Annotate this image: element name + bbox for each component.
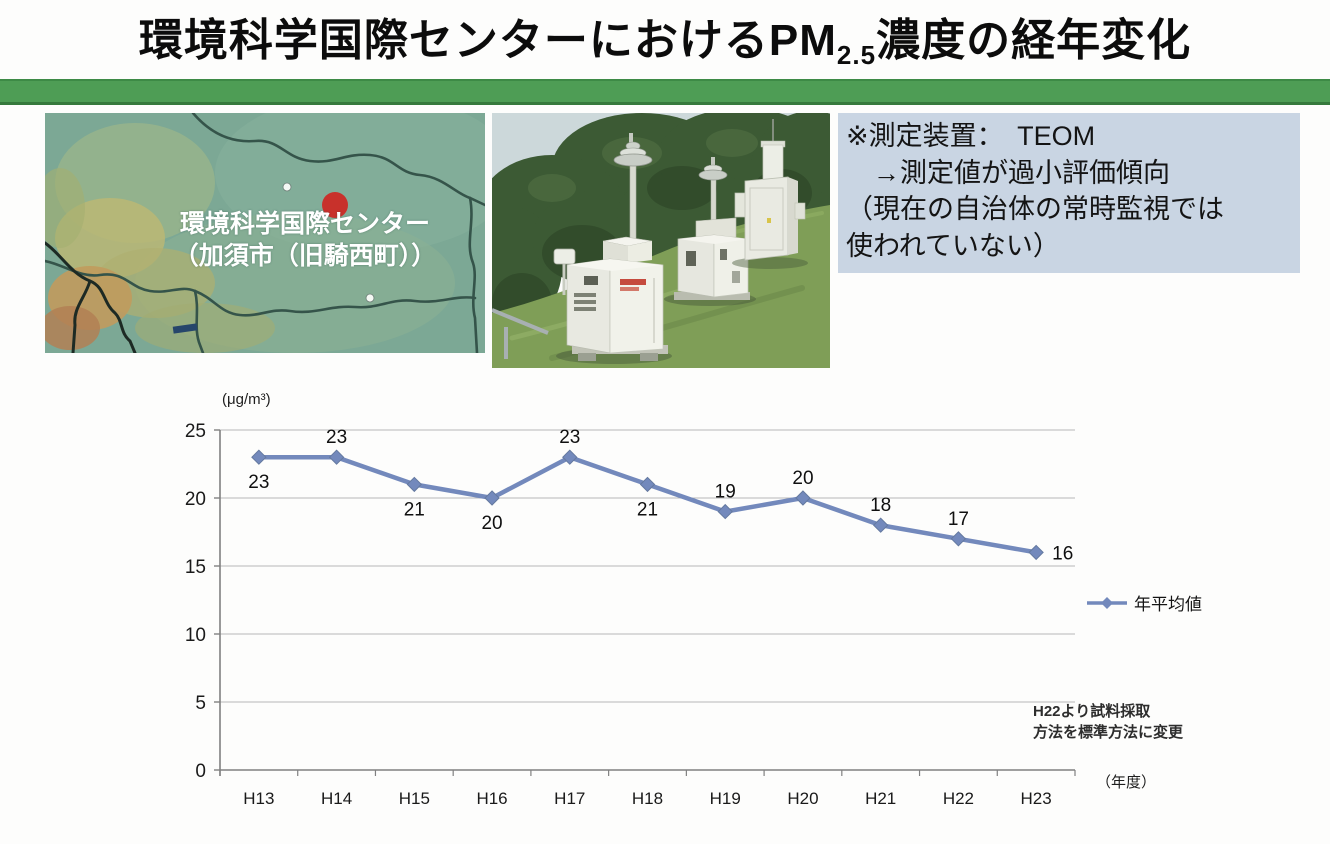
svg-text:0: 0 [195, 761, 206, 782]
svg-text:H20: H20 [787, 789, 818, 808]
title-text: 環境科学国際センターにおけるPM [138, 16, 837, 65]
svg-text:20: 20 [481, 513, 502, 534]
photo-railing [492, 308, 549, 359]
equipment-photo-image [492, 113, 830, 368]
svg-text:H15: H15 [399, 789, 430, 808]
photo-monitor-left [556, 133, 672, 364]
svg-text:23: 23 [248, 472, 269, 493]
pm25-trend-line-chart: 0 5 10 15 20 25 H13 H14 H15 H16 H17 H18 H19 H20 H21 H22… [185, 421, 1076, 808]
note-box: ※測定装置： TEOM →測定値が過小評価傾向 （現在の自治体の常時監視では 使… [838, 113, 1300, 273]
svg-text:H23: H23 [1021, 789, 1052, 808]
map-label: 環境科学国際センター （加須市（旧騎西町）） [125, 208, 485, 272]
svg-text:16: 16 [1052, 543, 1073, 564]
svg-text:20: 20 [792, 468, 813, 489]
svg-text:H19: H19 [710, 789, 741, 808]
map-city-dot-2 [365, 293, 375, 303]
svg-text:H22: H22 [943, 789, 974, 808]
map-location-marker [322, 192, 348, 218]
photo-monitor-middle [664, 157, 756, 306]
map-image [45, 113, 485, 353]
chart-x-axis-unit: （年度） [1096, 774, 1157, 791]
photo-sensor-small [553, 248, 576, 295]
svg-text:10: 10 [185, 625, 206, 646]
svg-text:21: 21 [404, 499, 425, 520]
svg-text:H17: H17 [554, 789, 585, 808]
svg-text:25: 25 [185, 421, 206, 442]
map-label-line2: （加須市（旧騎西町）） [173, 242, 437, 270]
location-map: 環境科学国際センター （加須市（旧騎西町）） [45, 113, 485, 353]
svg-text:H18: H18 [632, 789, 663, 808]
map-city-dot-1 [282, 182, 292, 192]
svg-text:15: 15 [185, 557, 206, 578]
svg-text:23: 23 [326, 427, 347, 448]
svg-text:23: 23 [559, 427, 580, 448]
chart-legend: 年平均値 [1086, 590, 1202, 615]
svg-text:H14: H14 [321, 789, 352, 808]
equipment-photo [492, 113, 830, 368]
svg-text:5: 5 [195, 693, 206, 714]
title-underline-bar [0, 79, 1330, 105]
chart-annotation: H22より試料採取 方法を標準方法に変更 [1033, 703, 1184, 741]
svg-text:21: 21 [637, 499, 658, 520]
title-subscript: 2.5 [836, 40, 877, 70]
map-lake [172, 323, 198, 334]
title-text-suffix: 濃度の経年変化 [876, 16, 1192, 65]
svg-text:17: 17 [948, 509, 969, 530]
photo-monitor-right [732, 119, 808, 269]
svg-text:20: 20 [185, 489, 206, 510]
legend-line-marker-icon [1087, 596, 1127, 609]
legend-series-label: 年平均値 [1134, 595, 1202, 614]
page-title: 環境科学国際センターにおけるPM2.5濃度の経年変化 [0, 4, 1330, 70]
svg-text:H16: H16 [476, 789, 507, 808]
svg-text:H13: H13 [243, 789, 274, 808]
map-border-lines [45, 113, 485, 353]
chart-y-axis-unit: (μg/m³) [222, 391, 271, 408]
svg-text:18: 18 [870, 495, 891, 516]
map-label-line1: 環境科学国際センター [179, 210, 430, 238]
svg-text:H21: H21 [865, 789, 896, 808]
svg-text:19: 19 [715, 482, 736, 503]
map-river-lines [45, 241, 137, 353]
map-terrain [45, 113, 485, 353]
